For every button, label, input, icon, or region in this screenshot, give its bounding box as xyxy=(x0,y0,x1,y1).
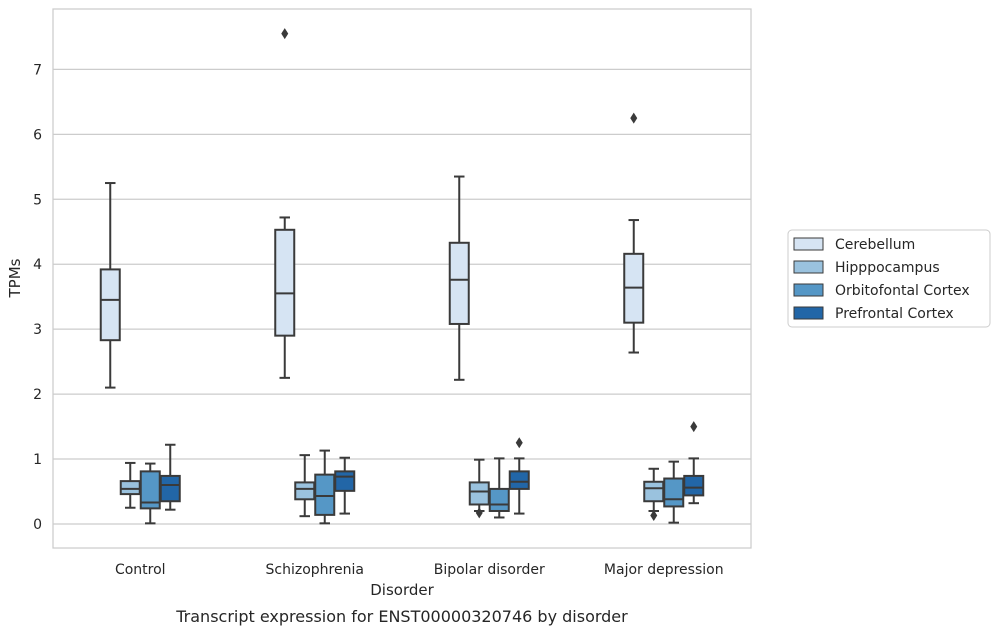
box-2-2 xyxy=(488,457,510,519)
legend-label-2: Orbitofontal Cortex xyxy=(835,283,970,299)
box-body xyxy=(643,480,665,503)
box-body xyxy=(683,474,705,497)
y-tick-label-4: 4 xyxy=(33,257,42,273)
y-tick-label-2: 2 xyxy=(33,387,42,403)
plot-background xyxy=(53,9,751,548)
category-group-3 xyxy=(623,112,705,524)
legend-label-1: Hipppocampus xyxy=(835,260,940,276)
outlier-point-0 xyxy=(281,28,289,40)
box-body xyxy=(119,480,141,496)
box-2-1 xyxy=(468,458,490,519)
box-3-0 xyxy=(623,112,645,354)
y-axis-title: TPMs xyxy=(6,258,24,298)
x-tick-label-0: Control xyxy=(115,562,166,578)
box-body xyxy=(294,481,316,501)
outlier-point-0 xyxy=(690,421,698,433)
box-0-1 xyxy=(119,461,141,509)
box-body xyxy=(508,470,530,490)
legend-label-0: Cerebellum xyxy=(835,237,915,253)
plot-frame xyxy=(52,8,752,549)
box-1-3 xyxy=(334,456,356,515)
box-groups xyxy=(99,28,705,525)
x-tick-label-2: Bipolar disorder xyxy=(434,562,545,578)
box-body xyxy=(468,481,490,506)
outlier-point-0 xyxy=(475,507,483,519)
box-body xyxy=(334,470,356,492)
y-tick-label-0: 0 xyxy=(33,517,42,533)
box-1-0 xyxy=(274,28,296,379)
box-body xyxy=(274,228,296,337)
box-body xyxy=(663,477,685,508)
y-tick-label-3: 3 xyxy=(33,322,42,338)
legend-swatch-3 xyxy=(793,306,824,320)
y-tick-label-6: 6 xyxy=(33,127,42,143)
box-1-2 xyxy=(314,449,336,525)
box-3-1 xyxy=(643,467,665,522)
outlier-point-0 xyxy=(630,112,638,124)
outlier-point-0 xyxy=(650,510,658,522)
outlier-point-0 xyxy=(515,437,523,449)
box-2-0 xyxy=(448,175,470,381)
x-tick-labels: Control Schizophrenia Bipolar disorder Majo… xyxy=(115,562,724,578)
y-tick-label-7: 7 xyxy=(33,62,42,78)
x-tick-label-1: Schizophrenia xyxy=(266,562,364,578)
legend-swatch-2 xyxy=(793,283,824,297)
legend-frame xyxy=(787,229,991,328)
x-axis-title: Disorder xyxy=(370,581,434,599)
category-group-2 xyxy=(448,175,530,519)
category-group-0 xyxy=(99,182,181,525)
box-0-0 xyxy=(99,182,121,389)
legend-swatch-0 xyxy=(793,237,824,251)
box-1-1 xyxy=(294,454,316,518)
box-body xyxy=(99,268,121,342)
legend-swatch-1 xyxy=(793,260,824,274)
legend: Cerebellum Hipppocampus Orbitofontal Corte… xyxy=(787,229,991,328)
y-tick-label-5: 5 xyxy=(33,192,42,208)
y-tick-label-1: 1 xyxy=(33,452,42,468)
box-body xyxy=(488,487,510,512)
chart-caption: Transcript expression for ENST0000032074… xyxy=(175,607,628,626)
legend-label-3: Prefrontal Cortex xyxy=(835,306,954,322)
box-3-3 xyxy=(683,421,705,505)
box-2-3 xyxy=(508,437,530,515)
box-body xyxy=(314,473,336,516)
y-tick-labels: 0 1 2 3 4 5 6 7 xyxy=(33,62,42,533)
box-body xyxy=(448,241,470,325)
box-0-3 xyxy=(159,443,181,511)
box-3-2 xyxy=(663,460,685,524)
x-tick-label-3: Major depression xyxy=(604,562,724,578)
box-body xyxy=(159,474,181,503)
category-group-1 xyxy=(274,28,356,525)
